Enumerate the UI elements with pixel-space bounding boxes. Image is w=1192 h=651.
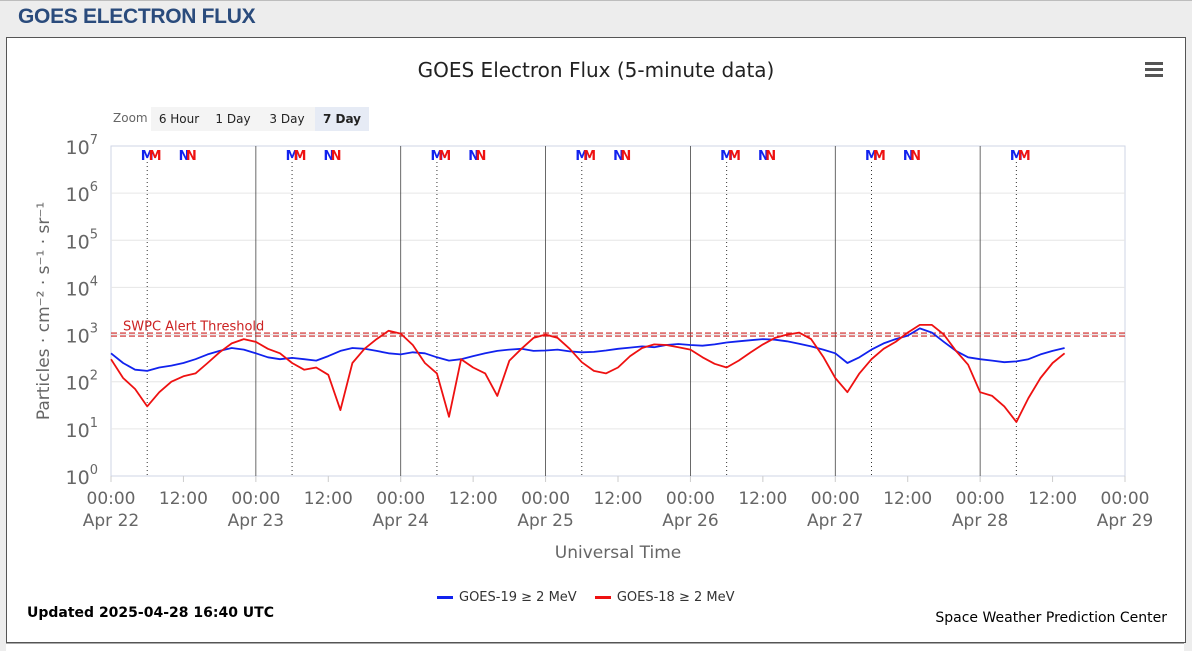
legend-label-goes18: GOES-18 ≥ 2 MeV [616,590,735,605]
x-tick-time-label: 00:00 [87,489,136,509]
marker-M: M [430,149,443,164]
page-title: GOES ELECTRON FLUX [18,5,256,28]
header-rule [0,0,1192,1]
y-tick-label: 105 [66,227,98,253]
x-tick-date-label: Apr 28 [952,511,1008,531]
marker-N: N [758,149,769,164]
chart-legend: GOES-19 ≥ 2 MeV GOES-18 ≥ 2 MeV [437,588,749,605]
x-tick-time-label: 12:00 [159,489,208,509]
marker-N: N [910,149,921,164]
marker-N: N [179,149,190,164]
x-tick-time-label: 00:00 [521,489,570,509]
zoom-7-day-button[interactable]: 7 Day [315,107,369,131]
x-tick-date-label: Apr 25 [517,511,573,531]
zoom-3-day-button[interactable]: 3 Day [259,107,315,131]
chart-title: GOES Electron Flux (5-minute data) [417,58,775,82]
marker-M: M [1010,149,1023,164]
x-tick-time-label: 00:00 [811,489,860,509]
x-tick-time-label: 00:00 [376,489,425,509]
marker-M: M [293,149,306,164]
marker-M: M [720,149,733,164]
marker-N: N [186,149,197,164]
x-tick-time-label: 12:00 [1028,489,1077,509]
hamburger-menu-icon[interactable] [1145,62,1163,78]
x-tick-date-label: Apr 27 [807,511,863,531]
zoom-label: Zoom [113,111,148,125]
x-tick-time-label: 12:00 [449,489,498,509]
x-tick-time-label: 00:00 [231,489,280,509]
legend-item-goes19[interactable]: GOES-19 ≥ 2 MeV [437,590,577,605]
x-tick-time-label: 00:00 [1101,489,1150,509]
y-tick-label: 101 [66,416,98,442]
x-tick-time-label: 12:00 [883,489,932,509]
marker-M: M [583,149,596,164]
chart-panel: GOES Electron Flux (5-minute data) Zoom … [6,37,1186,643]
marker-M: M [873,149,886,164]
marker-N: N [613,149,624,164]
legend-item-goes18[interactable]: GOES-18 ≥ 2 MeV [594,590,735,605]
marker-M: M [149,149,162,164]
y-tick-label: 100 [66,463,98,489]
marker-M: M [1018,149,1031,164]
x-tick-time-label: 12:00 [738,489,787,509]
y-tick-label: 102 [66,369,98,395]
marker-M: M [728,149,741,164]
marker-M: M [575,149,588,164]
marker-M: M [141,149,154,164]
marker-N: N [323,149,334,164]
marker-N: N [476,149,487,164]
legend-label-goes19: GOES-19 ≥ 2 MeV [459,590,577,605]
marker-M: M [865,149,878,164]
x-tick-time-label: 00:00 [666,489,715,509]
updated-timestamp: Updated 2025-04-28 16:40 UTC [27,605,274,621]
x-tick-date-label: Apr 26 [662,511,718,531]
x-axis-title: Universal Time [555,543,681,563]
zoom-6-hour-button[interactable]: 6 Hour [151,107,207,131]
y-tick-label: 103 [66,322,98,348]
x-tick-time-label: 12:00 [594,489,643,509]
credit-text: Space Weather Prediction Center [935,610,1167,626]
y-axis-title: Particles · cm⁻² · s⁻¹ · sr⁻¹ [34,202,54,420]
zoom-1-day-button[interactable]: 1 Day [207,107,259,131]
plot-frame [110,145,1126,477]
marker-N: N [903,149,914,164]
legend-swatch-goes19 [437,596,453,599]
x-tick-time-label: 12:00 [304,489,353,509]
x-tick-date-label: Apr 24 [372,511,428,531]
y-tick-label: 107 [66,133,98,159]
bottom-strip [6,643,1184,651]
flux-plot: 100 101 102 103 104 105 106 107 SWPC Alert Thres… [34,133,1153,563]
series-line-goes19 [110,327,1065,372]
marker-M: M [286,149,299,164]
series-line-goes18 [110,323,1066,423]
marker-N: N [468,149,479,164]
x-tick-date-label: Apr 22 [83,511,139,531]
threshold-label: SWPC Alert Threshold [123,320,264,335]
y-tick-label: 106 [66,180,98,206]
legend-swatch-goes18 [594,596,611,599]
x-tick-time-label: 00:00 [956,489,1005,509]
marker-N: N [765,149,776,164]
marker-N: N [331,149,342,164]
x-tick-date-label: Apr 23 [228,511,284,531]
x-tick-date-label: Apr 29 [1097,511,1153,531]
marker-M: M [438,149,451,164]
marker-N: N [620,149,631,164]
y-tick-label: 104 [66,274,98,300]
